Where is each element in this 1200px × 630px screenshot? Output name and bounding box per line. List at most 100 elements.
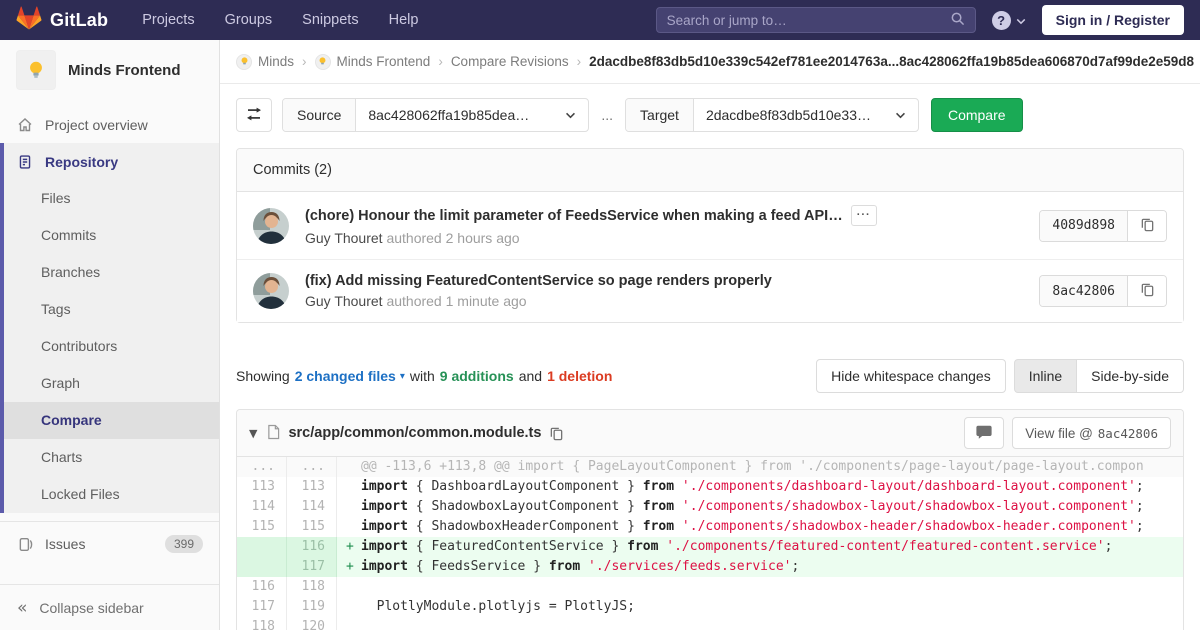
old-line-number[interactable]: 113 (237, 477, 287, 497)
view-mode-toggle: Inline Side-by-side (1013, 359, 1184, 393)
comment-bubble-icon (976, 425, 992, 442)
diff-view-controls: Hide whitespace changes Inline Side-by-s… (816, 359, 1184, 393)
sidebar-item-compare[interactable]: Compare (4, 402, 219, 439)
compare-page: Source 8ac428062ffa19b85dea… ... Target … (220, 84, 1200, 630)
code-text: import { FeaturedContentService } from '… (361, 539, 1113, 554)
old-line-number[interactable] (237, 557, 287, 577)
expand-commit-message-button[interactable]: ··· (850, 205, 877, 226)
diff-stats-text: Showing 2 changed files ▾ with 9 additio… (236, 368, 612, 384)
breadcrumb-current-shas: 2dacdbe8f83db5d10e339c542ef781ee2014763a… (589, 54, 1195, 69)
swap-icon (246, 107, 262, 124)
toggle-comments-button[interactable] (964, 417, 1005, 449)
commit-meta: Guy Thouret authored 2 hours ago (305, 230, 877, 246)
commit-sha-link[interactable]: 4089d898 (1040, 210, 1128, 241)
source-ref-dropdown[interactable]: 8ac428062ffa19b85dea… (356, 99, 588, 131)
and-label: and (518, 368, 543, 384)
breadcrumb-link-minds-frontend[interactable]: Minds Frontend (314, 53, 430, 70)
copy-sha-button[interactable] (1128, 210, 1166, 241)
target-ref-value: 2dacdbe8f83db5d10e33… (705, 107, 871, 123)
sidebar-item-graph[interactable]: Graph (41, 375, 80, 391)
commit-title-link[interactable]: (fix) Add missing FeaturedContentService… (305, 273, 772, 289)
diff-line-content: @@ -113,6 +113,8 @@ import { PageLayoutC… (337, 457, 1183, 477)
sidebar-item-commits[interactable]: Commits (41, 227, 97, 243)
swap-revisions-button[interactable] (236, 98, 272, 132)
new-line-number[interactable]: 114 (287, 497, 337, 517)
old-line-number[interactable]: 117 (237, 597, 287, 617)
main-content: Minds › Minds Frontend › Compare Revisions › 2… (220, 40, 1200, 630)
commit-meta: Guy Thouret authored 1 minute ago (305, 293, 772, 309)
new-line-number[interactable]: 120 (287, 617, 337, 630)
sidebar-item-repository[interactable]: Repository (4, 143, 219, 180)
search-icon[interactable] (950, 11, 965, 29)
old-line-number[interactable]: 118 (237, 617, 287, 630)
sidebar-divider (0, 521, 219, 522)
sidebar-item-issues[interactable]: Issues 399 (0, 522, 219, 566)
commit-author-name[interactable]: Guy Thouret (305, 230, 383, 246)
top-nav-link-projects[interactable]: Projects (142, 12, 195, 28)
inline-view-button[interactable]: Inline (1013, 359, 1078, 393)
chevron-down-icon (549, 112, 576, 119)
sidebar-item-branches[interactable]: Branches (41, 264, 101, 280)
sidebar-item-contributors[interactable]: Contributors (41, 338, 118, 354)
new-line-number[interactable]: 117 (287, 557, 337, 577)
code-text: @@ -113,6 +113,8 @@ import { PageLayoutC… (361, 459, 1144, 474)
gitlab-logo[interactable]: GitLab (16, 6, 108, 34)
copy-sha-button[interactable] (1128, 276, 1166, 306)
collapse-label: Collapse sidebar (39, 599, 144, 616)
sidebar-item-label: Repository (45, 153, 119, 170)
sidebar-item-project-overview[interactable]: Project overview (0, 106, 219, 143)
copy-path-button[interactable] (549, 426, 564, 441)
commit-author-name[interactable]: Guy Thouret (305, 293, 383, 309)
commit-authored-time: authored 2 hours ago (382, 230, 520, 246)
top-nav-link-snippets[interactable]: Snippets (302, 12, 359, 28)
diff-line-context: 118 120 (237, 617, 1183, 630)
view-file-sha: 8ac42806 (1097, 425, 1158, 441)
breadcrumb-link-minds[interactable]: Minds (236, 53, 294, 70)
old-line-number[interactable] (237, 537, 287, 557)
compare-button[interactable]: Compare (930, 98, 1023, 132)
diff-summary-bar: Showing 2 changed files ▾ with 9 additio… (236, 359, 1184, 393)
with-label: with (409, 368, 435, 384)
group-avatar (314, 53, 331, 70)
sidebar-item-tags[interactable]: Tags (41, 301, 71, 317)
breadcrumb-link-compare-revisions[interactable]: Compare Revisions (451, 54, 569, 69)
old-line-number[interactable]: 114 (237, 497, 287, 517)
commit-authored-time: authored 1 minute ago (382, 293, 527, 309)
sidebar-item-locked-files[interactable]: Locked Files (41, 486, 120, 502)
view-file-button[interactable]: View file @ 8ac42806 (1012, 417, 1171, 449)
commit-title-row: (chore) Honour the limit parameter of Fe… (305, 205, 877, 226)
top-nav-links: Projects Groups Snippets Help (142, 12, 418, 28)
changed-files-dropdown[interactable]: 2 changed files ▾ (295, 368, 405, 384)
search-input[interactable] (666, 12, 950, 28)
project-name: Minds Frontend (68, 61, 181, 79)
search-box (655, 7, 976, 33)
help-menu[interactable]: ? (991, 10, 1026, 30)
new-line-number[interactable]: 116 (287, 537, 337, 557)
target-ref-dropdown[interactable]: 2dacdbe8f83db5d10e33… (694, 99, 918, 131)
project-header[interactable]: Minds Frontend (0, 40, 219, 102)
commit-title-link[interactable]: (chore) Honour the limit parameter of Fe… (305, 207, 843, 224)
hide-whitespace-button[interactable]: Hide whitespace changes (816, 359, 1006, 393)
side-by-side-view-button[interactable]: Side-by-side (1077, 359, 1184, 393)
commit-info: (fix) Add missing FeaturedContentService… (305, 273, 772, 309)
issues-count-badge: 399 (164, 535, 203, 553)
new-line-number[interactable]: 118 (287, 577, 337, 597)
old-line-number[interactable]: 116 (237, 577, 287, 597)
code-text: import { ShadowboxHeaderComponent } from… (361, 519, 1144, 534)
new-line-number[interactable]: 115 (287, 517, 337, 537)
top-navbar: GitLab Projects Groups Snippets Help ? Sign… (0, 0, 1200, 40)
old-line-number[interactable]: 115 (237, 517, 287, 537)
sidebar-item-files[interactable]: Files (41, 190, 71, 206)
commit-sha-group: 4089d898 (1039, 209, 1167, 242)
logo-text: GitLab (50, 9, 109, 30)
new-line-number[interactable]: 119 (287, 597, 337, 617)
sign-in-button[interactable]: Sign in / Register (1041, 5, 1184, 35)
new-line-number[interactable]: 113 (287, 477, 337, 497)
top-nav-link-groups[interactable]: Groups (224, 12, 273, 28)
collapse-sidebar-button[interactable]: « Collapse sidebar (0, 584, 219, 630)
top-nav-link-help[interactable]: Help (388, 12, 419, 28)
sidebar-item-charts[interactable]: Charts (41, 449, 83, 465)
collapse-diff-caret-icon[interactable]: ▼ (249, 426, 258, 440)
commit-sha-link[interactable]: 8ac42806 (1040, 276, 1128, 306)
commits-card-title: Commits (2) (237, 149, 1183, 192)
